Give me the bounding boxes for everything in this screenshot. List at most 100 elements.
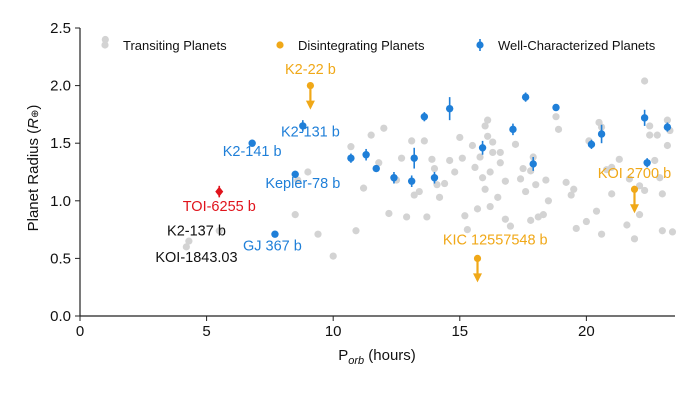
legend-label: Disintegrating Planets — [298, 38, 425, 53]
planet-label: K2-141 b — [223, 144, 282, 160]
transiting-planet-point — [554, 125, 563, 133]
disintegrating-planet-point — [306, 82, 315, 90]
well-characterized-point — [430, 174, 439, 182]
disintegrating-planet-point — [630, 185, 639, 193]
well-characterized-point — [597, 130, 606, 138]
legend-marker — [101, 41, 109, 49]
transiting-planet-point — [529, 153, 537, 161]
x-axis-label-base: P — [338, 347, 348, 364]
transiting-planet-point — [494, 193, 502, 201]
transiting-planet-point — [522, 187, 530, 196]
transiting-planet-point — [291, 211, 299, 219]
transiting-planet-point — [456, 133, 464, 142]
transiting-planet-point — [385, 209, 393, 218]
transiting-planet-point — [641, 186, 649, 195]
transiting-planet-point — [410, 191, 418, 199]
legend-marker — [476, 41, 484, 49]
y-axis-label-base: Planet Radius ( — [25, 129, 42, 232]
transiting-planet-point — [567, 191, 575, 199]
transiting-planet-point — [532, 181, 540, 189]
transiting-planet-point — [408, 137, 416, 145]
transiting-planet-point — [489, 148, 497, 157]
transiting-planet-point — [397, 154, 406, 162]
transiting-planet-point — [582, 217, 590, 226]
transiting-planet-point — [651, 156, 659, 165]
transiting-planet-point — [481, 122, 489, 130]
transiting-planet-point — [646, 131, 654, 139]
well-characterized-point — [299, 122, 307, 130]
transiting-planet-point — [572, 224, 580, 233]
transiting-planet-point — [435, 193, 444, 201]
upper-limit-arrowhead — [305, 100, 315, 110]
transiting-planet-point — [663, 116, 672, 124]
transiting-planet-point — [458, 154, 466, 162]
transiting-planet-point — [428, 155, 436, 163]
y-tick-label: 2.0 — [50, 78, 71, 95]
transiting-planet-point — [592, 207, 601, 215]
transiting-planet-point — [481, 185, 489, 193]
y-tick-label: 2.5 — [50, 20, 71, 37]
transiting-planet-point — [608, 190, 616, 198]
transiting-planet-point — [646, 122, 654, 130]
planet-label: KIC 12557548 b — [443, 233, 548, 249]
transiting-planet-point — [501, 177, 509, 185]
planet-label: K2-131 b — [281, 124, 340, 140]
transiting-planet-point — [519, 164, 527, 173]
upper-limit-arrowhead — [473, 273, 483, 283]
transiting-planet-point — [635, 182, 644, 190]
y-tick-label: 1.0 — [50, 193, 71, 210]
axis-ticks: 0 5 10 15 20 0.0 0.5 1.0 1.5 2.0 2.5 — [50, 20, 595, 340]
transiting-planet-point — [656, 174, 664, 182]
transiting-planet-point — [215, 227, 223, 235]
transiting-planet-point — [430, 164, 439, 173]
legend-label: Transiting Planets — [123, 38, 227, 53]
transiting-planet-point — [294, 176, 302, 184]
well-characterized-point — [362, 151, 370, 159]
transiting-planet-point — [468, 141, 477, 150]
transiting-planet-point — [511, 140, 520, 148]
well-characterized-series — [248, 92, 672, 238]
planet-label: GJ 367 b — [243, 238, 302, 254]
transiting-planet-point — [101, 35, 109, 44]
disintegrating-planet-point — [473, 254, 482, 262]
y-tick-label: 1.5 — [50, 135, 71, 152]
well-characterized-point — [587, 140, 596, 149]
y-axis-label: Planet Radius (R⊕) — [25, 105, 42, 232]
well-characterized-point — [521, 93, 530, 101]
transiting-planet-point — [486, 202, 494, 211]
transiting-planet-point — [597, 230, 606, 238]
transiting-planet-point — [658, 227, 666, 235]
legend: Transiting Planets Disintegrating Planets… — [101, 38, 656, 53]
transiting-planet-point — [352, 227, 360, 235]
well-characterized-point — [420, 113, 429, 121]
transiting-planet-point — [615, 155, 623, 163]
transiting-planet-point — [473, 205, 482, 213]
planet-label: KOI-1843.03 — [155, 250, 237, 266]
transiting-planet-point — [516, 175, 525, 183]
transiting-planet-point — [423, 213, 431, 221]
transiting-planet-point — [542, 176, 550, 184]
x-axis-label-sub: orb — [348, 355, 364, 367]
transiting-planet-point — [608, 163, 616, 171]
transiting-planets-series — [101, 35, 677, 260]
transiting-planet-point — [501, 215, 509, 223]
x-axis-label-rest: (hours) — [364, 347, 416, 364]
transiting-planet-point — [527, 216, 535, 224]
transiting-planet-point — [471, 163, 479, 171]
well-characterized-point — [410, 154, 418, 162]
well-characterized-point — [478, 144, 487, 152]
transiting-planet-point — [375, 159, 383, 167]
transiting-planet-point — [478, 174, 487, 182]
disintegrating-series — [305, 82, 639, 283]
legend-marker — [276, 41, 284, 49]
y-axis-label-symbol: ⊕ — [30, 110, 41, 118]
planet-label: Kepler-78 b — [265, 176, 340, 192]
transiting-planet-point — [463, 226, 471, 234]
well-characterized-point — [663, 123, 672, 131]
transiting-planet-point — [653, 131, 661, 139]
x-tick-label: 20 — [578, 323, 595, 340]
upper-limit-arrowhead — [629, 204, 639, 214]
legend-label: Well-Characterized Planets — [498, 38, 656, 53]
transiting-planet-point — [182, 243, 190, 251]
